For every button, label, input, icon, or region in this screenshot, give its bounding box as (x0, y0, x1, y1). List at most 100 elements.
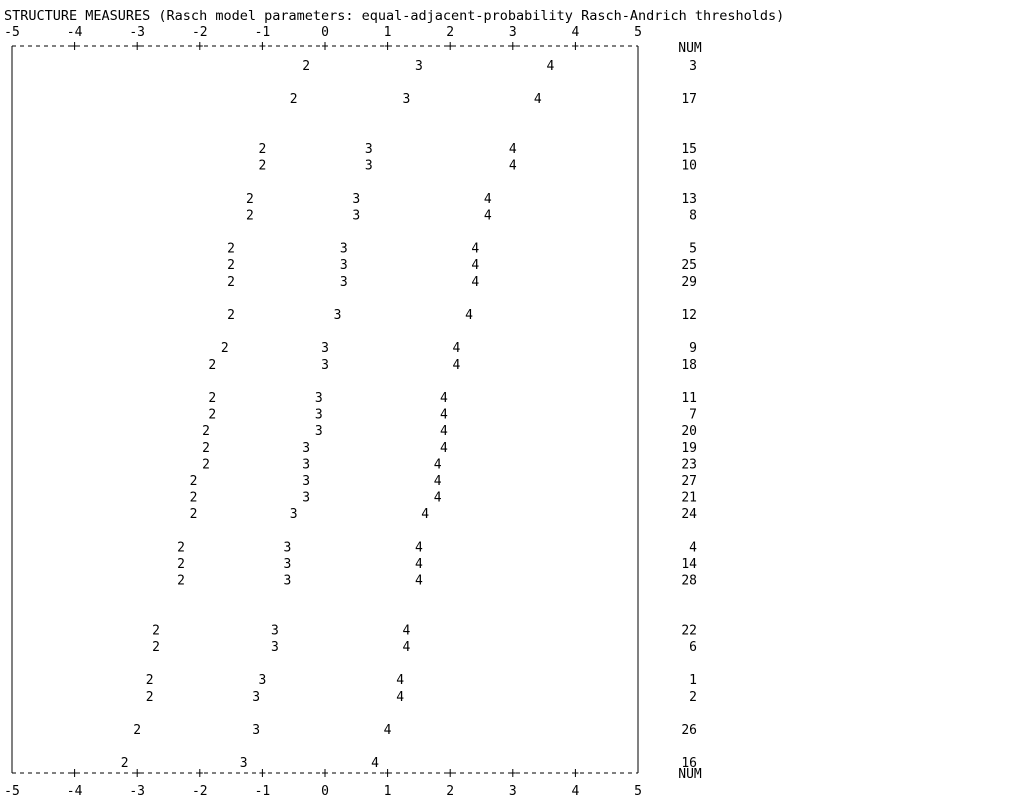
item-number-label: 24 (681, 507, 697, 522)
item-number-label: 26 (681, 723, 697, 738)
threshold-point-3: 3 (402, 92, 410, 107)
threshold-point-4: 4 (402, 640, 410, 655)
x-tick-label-bottom: 0 (321, 784, 329, 799)
item-number-label: 1 (689, 673, 697, 688)
item-number-label: 25 (681, 258, 697, 273)
threshold-point-2: 2 (121, 756, 129, 771)
num-header-top: NUM (678, 41, 702, 56)
threshold-point-4: 4 (434, 457, 442, 472)
threshold-point-3: 3 (290, 507, 298, 522)
item-number-label: 20 (681, 424, 697, 439)
threshold-point-2: 2 (208, 358, 216, 373)
threshold-point-4: 4 (509, 159, 517, 174)
x-tick-label-bottom: -4 (67, 784, 83, 799)
threshold-point-2: 2 (177, 557, 185, 572)
x-tick-label-top: 3 (509, 25, 517, 40)
x-tick-label-top: -5 (4, 25, 20, 40)
item-number-label: 8 (689, 208, 697, 223)
threshold-point-2: 2 (208, 391, 216, 406)
threshold-point-3: 3 (284, 574, 292, 589)
threshold-point-2: 2 (146, 690, 154, 705)
x-tick-label-bottom: -5 (4, 784, 20, 799)
threshold-point-4: 4 (421, 507, 429, 522)
threshold-point-2: 2 (227, 242, 235, 257)
threshold-point-2: 2 (258, 159, 266, 174)
item-number-label: 14 (681, 557, 697, 572)
threshold-point-3: 3 (365, 159, 373, 174)
item-number-label: 3 (689, 59, 697, 74)
threshold-point-2: 2 (258, 142, 266, 157)
item-number-label: 5 (689, 242, 697, 257)
x-tick-label-top: -4 (67, 25, 83, 40)
threshold-point-2: 2 (190, 507, 198, 522)
threshold-point-4: 4 (471, 242, 479, 257)
threshold-point-4: 4 (440, 391, 448, 406)
item-number-label: 22 (681, 623, 697, 638)
threshold-point-3: 3 (302, 457, 310, 472)
x-tick-label-top: 0 (321, 25, 329, 40)
threshold-point-4: 4 (434, 474, 442, 489)
threshold-point-2: 2 (152, 640, 160, 655)
item-number-label: 4 (689, 540, 697, 555)
threshold-point-4: 4 (440, 408, 448, 423)
threshold-point-3: 3 (365, 142, 373, 157)
threshold-point-4: 4 (465, 308, 473, 323)
threshold-point-4: 4 (471, 258, 479, 273)
threshold-point-3: 3 (315, 391, 323, 406)
threshold-point-4: 4 (415, 557, 423, 572)
threshold-point-3: 3 (258, 673, 266, 688)
threshold-point-4: 4 (484, 208, 492, 223)
threshold-point-3: 3 (284, 557, 292, 572)
threshold-point-3: 3 (302, 441, 310, 456)
item-number-label: 6 (689, 640, 697, 655)
x-tick-label-bottom: 3 (509, 784, 517, 799)
threshold-point-3: 3 (321, 341, 329, 356)
item-number-label: 12 (681, 308, 697, 323)
threshold-point-3: 3 (302, 474, 310, 489)
threshold-point-2: 2 (177, 540, 185, 555)
threshold-point-2: 2 (133, 723, 141, 738)
x-tick-label-top: 2 (446, 25, 454, 40)
threshold-point-3: 3 (302, 491, 310, 506)
threshold-point-4: 4 (453, 358, 461, 373)
threshold-point-4: 4 (471, 275, 479, 290)
x-tick-label-top: 5 (634, 25, 642, 40)
x-tick-label-top: 4 (571, 25, 579, 40)
threshold-point-4: 4 (434, 491, 442, 506)
threshold-point-3: 3 (315, 408, 323, 423)
threshold-point-2: 2 (202, 424, 210, 439)
threshold-point-2: 2 (227, 308, 235, 323)
item-number-label: 27 (681, 474, 697, 489)
threshold-point-2: 2 (190, 474, 198, 489)
threshold-point-3: 3 (284, 540, 292, 555)
threshold-point-2: 2 (190, 491, 198, 506)
num-header-bottom: NUM (678, 767, 702, 782)
threshold-point-4: 4 (440, 441, 448, 456)
threshold-point-4: 4 (440, 424, 448, 439)
threshold-point-3: 3 (340, 258, 348, 273)
threshold-point-4: 4 (509, 142, 517, 157)
threshold-point-4: 4 (371, 756, 379, 771)
x-tick-label-bottom: 1 (384, 784, 392, 799)
item-number-label: 17 (681, 92, 697, 107)
threshold-point-4: 4 (546, 59, 554, 74)
threshold-point-2: 2 (146, 673, 154, 688)
threshold-point-2: 2 (290, 92, 298, 107)
threshold-point-3: 3 (321, 358, 329, 373)
threshold-point-3: 3 (252, 723, 260, 738)
x-tick-label-bottom: -3 (129, 784, 145, 799)
item-number-label: 28 (681, 574, 697, 589)
threshold-point-2: 2 (227, 258, 235, 273)
item-number-label: 10 (681, 159, 697, 174)
threshold-point-4: 4 (384, 723, 392, 738)
item-number-label: 18 (681, 358, 697, 373)
x-tick-label-top: -2 (192, 25, 208, 40)
threshold-point-4: 4 (453, 341, 461, 356)
plot-frame (11, 42, 639, 777)
item-number-label: 21 (681, 491, 697, 506)
threshold-point-3: 3 (252, 690, 260, 705)
threshold-point-2: 2 (202, 457, 210, 472)
threshold-point-2: 2 (177, 574, 185, 589)
item-number-label: 19 (681, 441, 697, 456)
